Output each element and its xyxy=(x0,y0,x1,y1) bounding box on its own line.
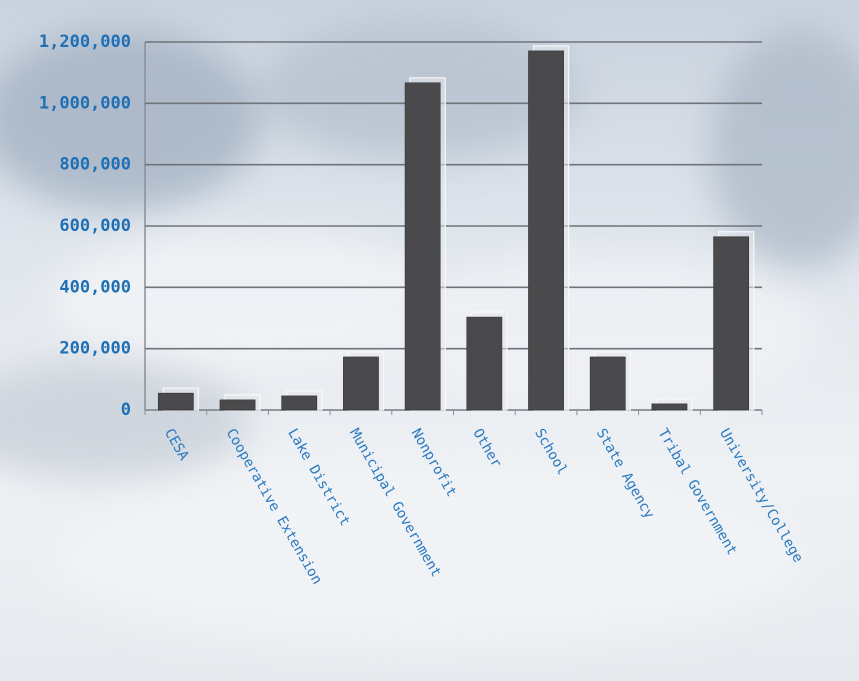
bar xyxy=(404,82,441,411)
bar xyxy=(157,392,194,411)
y-tick-label: 1,200,000 xyxy=(39,32,131,52)
bar xyxy=(343,356,379,411)
y-tick-label: 600,000 xyxy=(59,216,131,236)
y-tick-label: 400,000 xyxy=(59,277,131,297)
bar xyxy=(589,356,626,411)
bar xyxy=(466,316,503,411)
bar xyxy=(281,395,318,411)
y-tick-label: 200,000 xyxy=(59,339,131,359)
y-tick-label: 1,000,000 xyxy=(39,93,131,113)
y-tick-label: 800,000 xyxy=(59,155,131,175)
bar xyxy=(651,403,688,411)
bar xyxy=(528,50,564,411)
y-tick-label: 0 xyxy=(121,400,131,420)
bar xyxy=(219,399,256,411)
bar xyxy=(713,236,750,411)
